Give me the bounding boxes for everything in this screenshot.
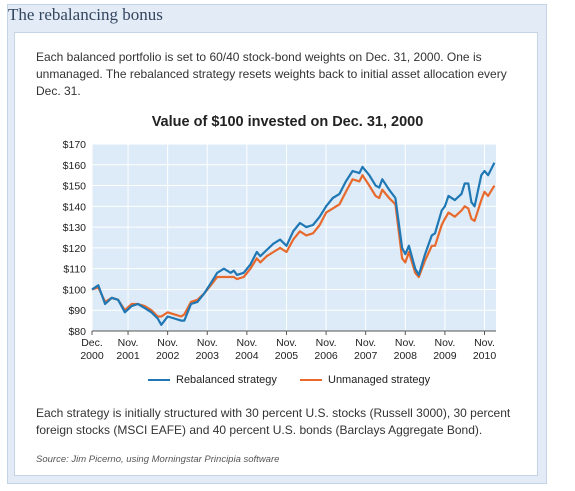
x-tick-label-year-0: 2000 [80,350,104,362]
y-tick-label-7: $150 [63,181,87,193]
legend-swatch-rebalanced [148,379,170,381]
y-tick-label-3: $110 [63,264,86,276]
y-tick-label-4: $120 [63,243,87,255]
x-tick-label-9: Nov. [434,337,455,349]
y-tick-label-6: $140 [63,201,87,213]
x-tick-label-3: Nov. [197,337,218,349]
legend-label-unmanaged: Unmanaged strategy [328,374,431,386]
legend-label-rebalanced: Rebalanced strategy [176,374,277,386]
x-tick-label-8: Nov. [395,337,416,349]
source-note: Source: Jim Picerno, using Morningstar P… [36,454,280,465]
y-tick-label-5: $130 [63,222,87,234]
y-tick-label-9: $170 [63,139,87,151]
y-tick-label-1: $90 [68,305,86,317]
x-tick-label-10: Nov. [474,337,495,349]
intro-text: Each balanced portfolio is set to 60/40 … [36,50,507,98]
chart-title: Value of $100 invested on Dec. 31, 2000 [151,114,424,130]
x-tick-label-year-10: 2010 [473,350,497,362]
footer-text: Each strategy is initially structured wi… [36,406,511,437]
legend-item-rebalanced: Rebalanced strategy [148,374,277,386]
x-tick-label-7: Nov. [355,337,376,349]
x-tick-label-year-6: 2006 [314,350,338,362]
x-tick-label-year-8: 2008 [394,350,418,362]
x-tick-label-4: Nov. [236,337,257,349]
y-tick-label-8: $160 [63,160,87,172]
x-tick-label-year-5: 2005 [275,350,299,362]
legend-swatch-unmanaged [300,379,322,381]
y-tick-label-0: $80 [68,326,86,338]
x-tick-label-2: Nov. [157,337,178,349]
y-tick-label-2: $100 [63,284,87,296]
series-line-unmanaged [91,174,496,318]
x-tick-label-year-1: 2001 [116,350,140,362]
x-tick-label-year-4: 2004 [235,350,259,362]
x-tick-label-1: Nov. [118,337,139,349]
legend-item-unmanaged: Unmanaged strategy [300,374,430,386]
x-tick-label-year-7: 2007 [354,350,378,362]
x-tick-label-year-9: 2009 [433,350,457,362]
x-tick-label-6: Nov. [316,337,337,349]
x-tick-label-year-2: 2002 [156,350,180,362]
series-line-rebalanced [91,162,496,326]
x-tick-label-0: Dec. [81,337,103,349]
x-tick-label-year-3: 2003 [196,350,220,362]
x-tick-label-5: Nov. [276,337,297,349]
frame-title: The rebalancing bonus [8,5,163,24]
